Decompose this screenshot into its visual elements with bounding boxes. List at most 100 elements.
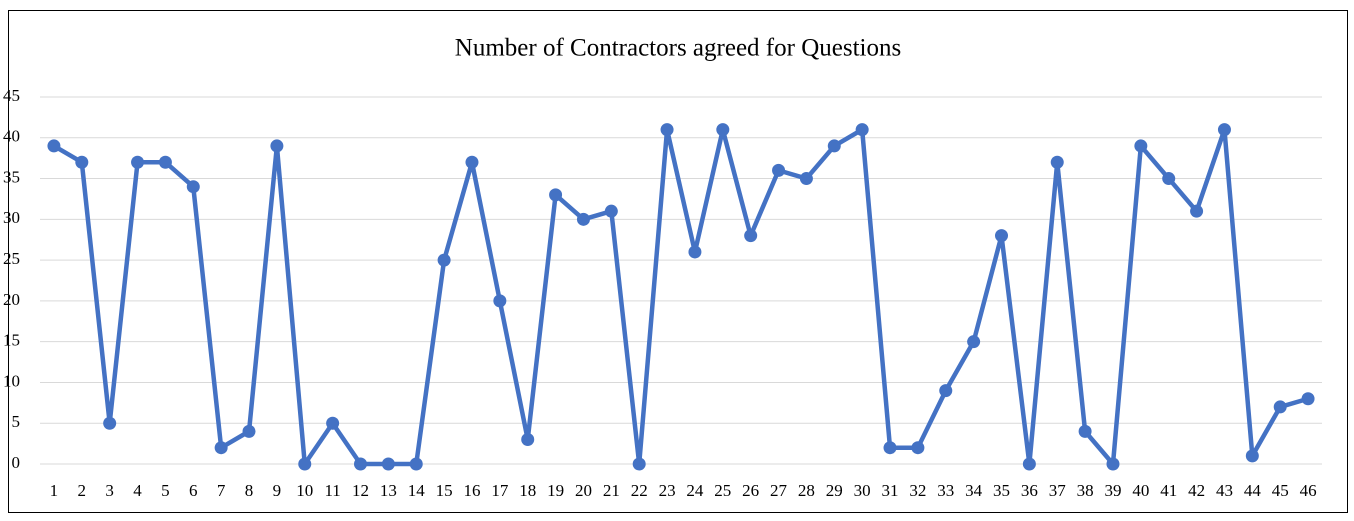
point-marker [911,441,925,455]
x-tick-label: 5 [161,481,170,500]
point-marker [1273,400,1287,414]
x-tick-label: 46 [1300,481,1317,500]
x-tick-label: 40 [1132,481,1149,500]
point-marker [604,204,618,218]
x-tick-label: 21 [603,481,620,500]
point-marker [1134,139,1148,153]
x-tick-label: 37 [1049,481,1067,500]
point-marker [883,441,897,455]
x-tick-label: 42 [1188,481,1205,500]
point-marker [744,229,758,243]
point-marker [939,384,953,398]
x-tick-label: 24 [686,481,704,500]
point-marker [131,155,145,169]
x-tick-label: 31 [882,481,899,500]
x-tick-label: 39 [1104,481,1121,500]
point-marker [326,416,340,430]
x-tick-label: 41 [1160,481,1177,500]
point-marker [688,245,702,259]
x-tick-label: 4 [133,481,142,500]
point-marker [855,123,869,137]
x-tick-label: 19 [547,481,564,500]
y-tick-label: 10 [3,371,20,390]
x-tick-label: 20 [575,481,592,500]
point-marker [158,155,172,169]
x-tick-label: 33 [937,481,954,500]
point-marker [521,433,535,447]
point-marker [103,416,117,430]
point-marker [1190,204,1204,218]
x-tick-label: 13 [380,481,397,500]
point-marker [242,424,256,438]
point-marker [437,253,451,267]
x-tick-label: 25 [714,481,731,500]
point-marker [465,155,479,169]
x-tick-label: 18 [519,481,536,500]
point-marker [967,335,981,349]
point-marker [576,212,590,226]
x-tick-label: 7 [217,481,226,500]
point-marker [995,229,1008,243]
point-marker [493,294,507,308]
y-tick-label: 0 [12,453,21,472]
y-tick-label: 15 [3,331,20,350]
point-marker [75,155,89,169]
x-tick-label: 9 [273,481,282,500]
series-line [52,127,1309,467]
x-tick-label: 44 [1244,481,1262,500]
point-marker [409,457,423,471]
point-marker [47,139,61,153]
point-marker [354,457,367,471]
x-tick-label: 43 [1216,481,1233,500]
x-tick-label: 10 [296,481,313,500]
point-marker [1301,392,1315,406]
chart-title: Number of Contractors agreed for Questio… [455,35,901,62]
y-tick-label: 5 [12,412,21,431]
point-marker [1022,457,1036,471]
x-tick-label: 35 [993,481,1010,500]
point-marker [660,123,674,137]
point-marker [1050,155,1064,169]
x-tick-label: 26 [742,481,759,500]
x-tick-label: 17 [491,481,509,500]
x-tick-label: 16 [463,481,480,500]
point-marker [1106,457,1120,471]
x-tick-label: 6 [189,481,198,500]
x-tick-label: 36 [1021,481,1038,500]
x-tick-label: 45 [1272,481,1289,500]
point-marker [1078,424,1092,438]
y-tick-label: 25 [3,249,20,268]
point-marker [1217,123,1231,137]
point-marker [716,123,730,137]
x-tick-label: 15 [436,481,453,500]
point-marker [1245,449,1259,463]
x-tick-label: 14 [408,481,426,500]
point-marker [381,457,395,471]
point-marker [772,163,786,177]
chart-frame [8,10,1348,513]
x-tick-label: 2 [78,481,87,500]
x-tick-label: 11 [324,481,340,500]
x-tick-label: 30 [854,481,871,500]
x-tick-label: 23 [659,481,676,500]
point-marker [298,457,312,471]
point-marker [214,441,228,455]
y-tick-label: 40 [3,127,20,146]
y-tick-label: 20 [3,290,20,309]
point-marker [799,172,813,186]
x-tick-label: 22 [631,481,648,500]
x-tick-label: 29 [826,481,843,500]
y-tick-label: 30 [3,208,20,227]
point-marker [270,139,284,153]
point-marker [186,180,200,194]
x-tick-label: 27 [770,481,788,500]
point-marker [1162,172,1176,186]
x-tick-label: 38 [1077,481,1094,500]
x-tick-label: 3 [105,481,114,500]
y-tick-label: 45 [3,86,20,105]
x-tick-label: 1 [50,481,59,500]
y-tick-label: 35 [3,167,20,186]
x-tick-label: 34 [965,481,983,500]
